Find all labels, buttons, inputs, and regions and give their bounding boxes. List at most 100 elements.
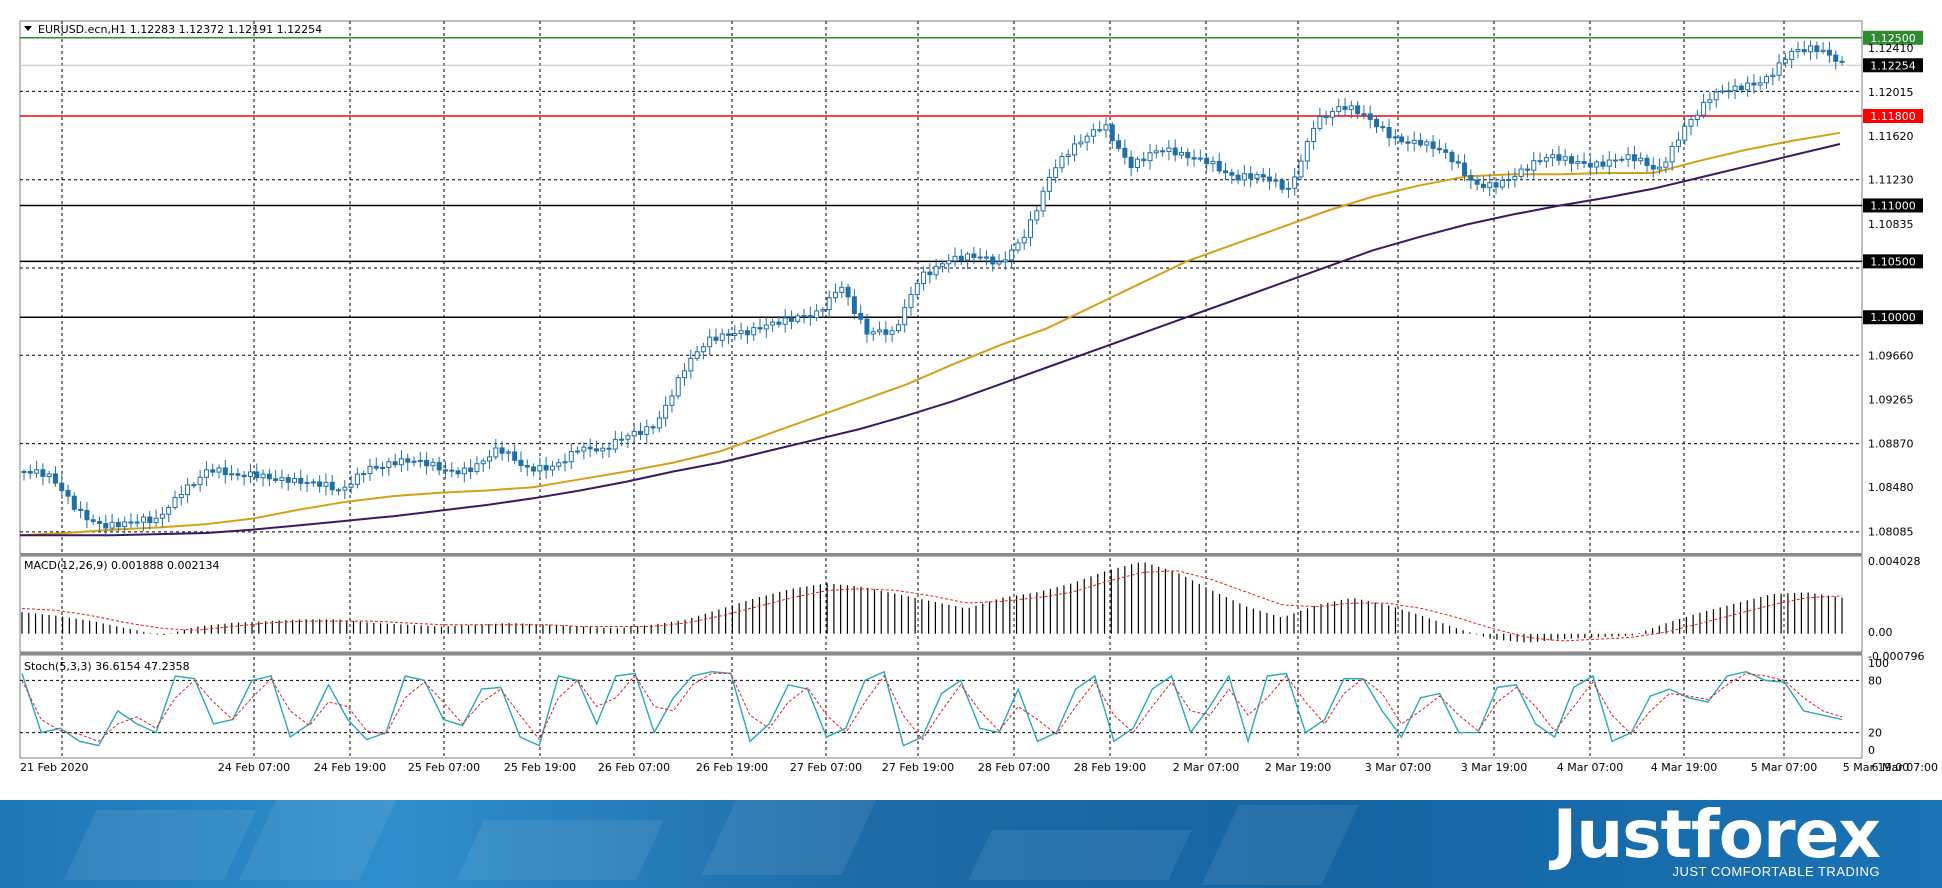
- candle-body: [1625, 154, 1631, 160]
- candle-body: [273, 478, 279, 481]
- candle-body: [1701, 101, 1707, 116]
- candle-body: [285, 477, 291, 483]
- candle-body: [1468, 175, 1474, 181]
- candle-body: [1675, 139, 1681, 147]
- candle-body: [430, 461, 436, 467]
- candle-body: [1487, 182, 1493, 188]
- candle-body: [1808, 45, 1814, 53]
- candle-body: [619, 438, 625, 441]
- candle-body: [1273, 179, 1279, 182]
- candle-body: [336, 489, 342, 492]
- candle-body: [1040, 190, 1046, 212]
- candle-body: [159, 513, 165, 519]
- candle-body: [1694, 114, 1700, 120]
- candle-body: [820, 309, 826, 312]
- candle-body: [1726, 90, 1732, 93]
- candle-body: [1160, 150, 1166, 153]
- candle-body: [1751, 82, 1757, 86]
- moving-average-line: [19, 131, 1841, 537]
- macd-y-tick-label: 0.00: [1868, 626, 1893, 639]
- candle-body: [1430, 141, 1436, 149]
- candle-body: [90, 519, 96, 522]
- y-tick-label: 1.12015: [1868, 86, 1914, 99]
- candle-body: [883, 329, 889, 335]
- price-level-label: 1.11000: [1870, 199, 1916, 212]
- price-level-label: 1.10000: [1870, 311, 1916, 324]
- candle-body: [971, 253, 977, 258]
- candle-body: [424, 459, 430, 467]
- candle-body: [1543, 157, 1549, 162]
- candle-body: [46, 473, 52, 477]
- candle-body: [1518, 168, 1524, 177]
- candle-body: [1657, 166, 1663, 170]
- candle-body: [1631, 154, 1637, 162]
- candle-body: [487, 456, 493, 462]
- candle-body: [1776, 62, 1782, 76]
- price-level-label-box: [1863, 254, 1923, 269]
- candle-body: [1285, 187, 1291, 190]
- candle-body: [738, 330, 744, 335]
- candle-body: [996, 261, 1002, 265]
- candle-body: [361, 473, 367, 476]
- candle-body: [1229, 172, 1235, 176]
- candle-body: [1166, 147, 1172, 152]
- candle-body: [1311, 127, 1317, 143]
- candle-body: [1021, 236, 1027, 244]
- candle-body: [719, 333, 725, 341]
- candle-body: [927, 271, 933, 276]
- x-tick-label: 4 Mar 19:00: [1651, 761, 1717, 774]
- candle-body: [185, 484, 191, 496]
- candle-body: [1191, 157, 1197, 160]
- candle-body: [354, 473, 360, 485]
- candle-body: [373, 465, 379, 469]
- candle-body: [1128, 156, 1134, 169]
- candle-body: [1197, 157, 1203, 160]
- candle-body: [380, 466, 386, 469]
- candle-body: [958, 255, 964, 261]
- candle-body: [1619, 158, 1625, 161]
- candle-body: [1493, 182, 1499, 188]
- candle-body: [795, 315, 801, 322]
- candle-body: [556, 462, 562, 467]
- collapse-arrow-icon[interactable]: [24, 26, 32, 31]
- candle-body: [1254, 174, 1260, 179]
- candle-body: [279, 477, 285, 481]
- price-level-label: 1.12500: [1870, 32, 1916, 45]
- candle-body: [348, 483, 354, 488]
- price-level-label-box: [1863, 198, 1923, 213]
- candle-body: [870, 331, 876, 335]
- candle-body: [751, 327, 757, 336]
- candle-body: [531, 466, 537, 472]
- candle-body: [549, 465, 555, 471]
- candle-body: [921, 271, 927, 285]
- candle-body: [587, 446, 593, 450]
- candle-body: [298, 477, 304, 484]
- x-tick-label: 21 Feb 2020: [20, 761, 88, 774]
- candle-body: [1795, 49, 1801, 52]
- candle-body: [474, 463, 480, 473]
- candle-body: [40, 469, 46, 477]
- y-tick-label: 1.08480: [1868, 481, 1914, 494]
- stoch-y-tick-label: 80: [1868, 674, 1882, 687]
- candle-body: [1424, 141, 1430, 146]
- candle-body: [965, 253, 971, 261]
- candle-body: [1449, 151, 1455, 163]
- candle-body: [1342, 106, 1348, 110]
- candle-body: [575, 450, 581, 453]
- price-level-label-box: [1863, 30, 1923, 45]
- candle-body: [1455, 161, 1461, 164]
- candle-body: [770, 321, 776, 326]
- candle-body: [436, 461, 442, 471]
- candle-body: [203, 469, 209, 478]
- candle-body: [757, 327, 763, 330]
- candle-body: [1090, 129, 1096, 137]
- candle-body: [1556, 154, 1562, 161]
- candle-body: [1826, 49, 1832, 56]
- candle-body: [254, 471, 260, 479]
- candle-body: [914, 283, 920, 296]
- candle-body: [304, 481, 310, 484]
- candle-body: [1141, 158, 1147, 162]
- price-chart-title: EURUSD.ecn,H1 1.12283 1.12372 1.12191 1.…: [38, 23, 322, 36]
- candle-body: [782, 317, 788, 325]
- macd-y-tick-label: 0.004028: [1868, 555, 1921, 568]
